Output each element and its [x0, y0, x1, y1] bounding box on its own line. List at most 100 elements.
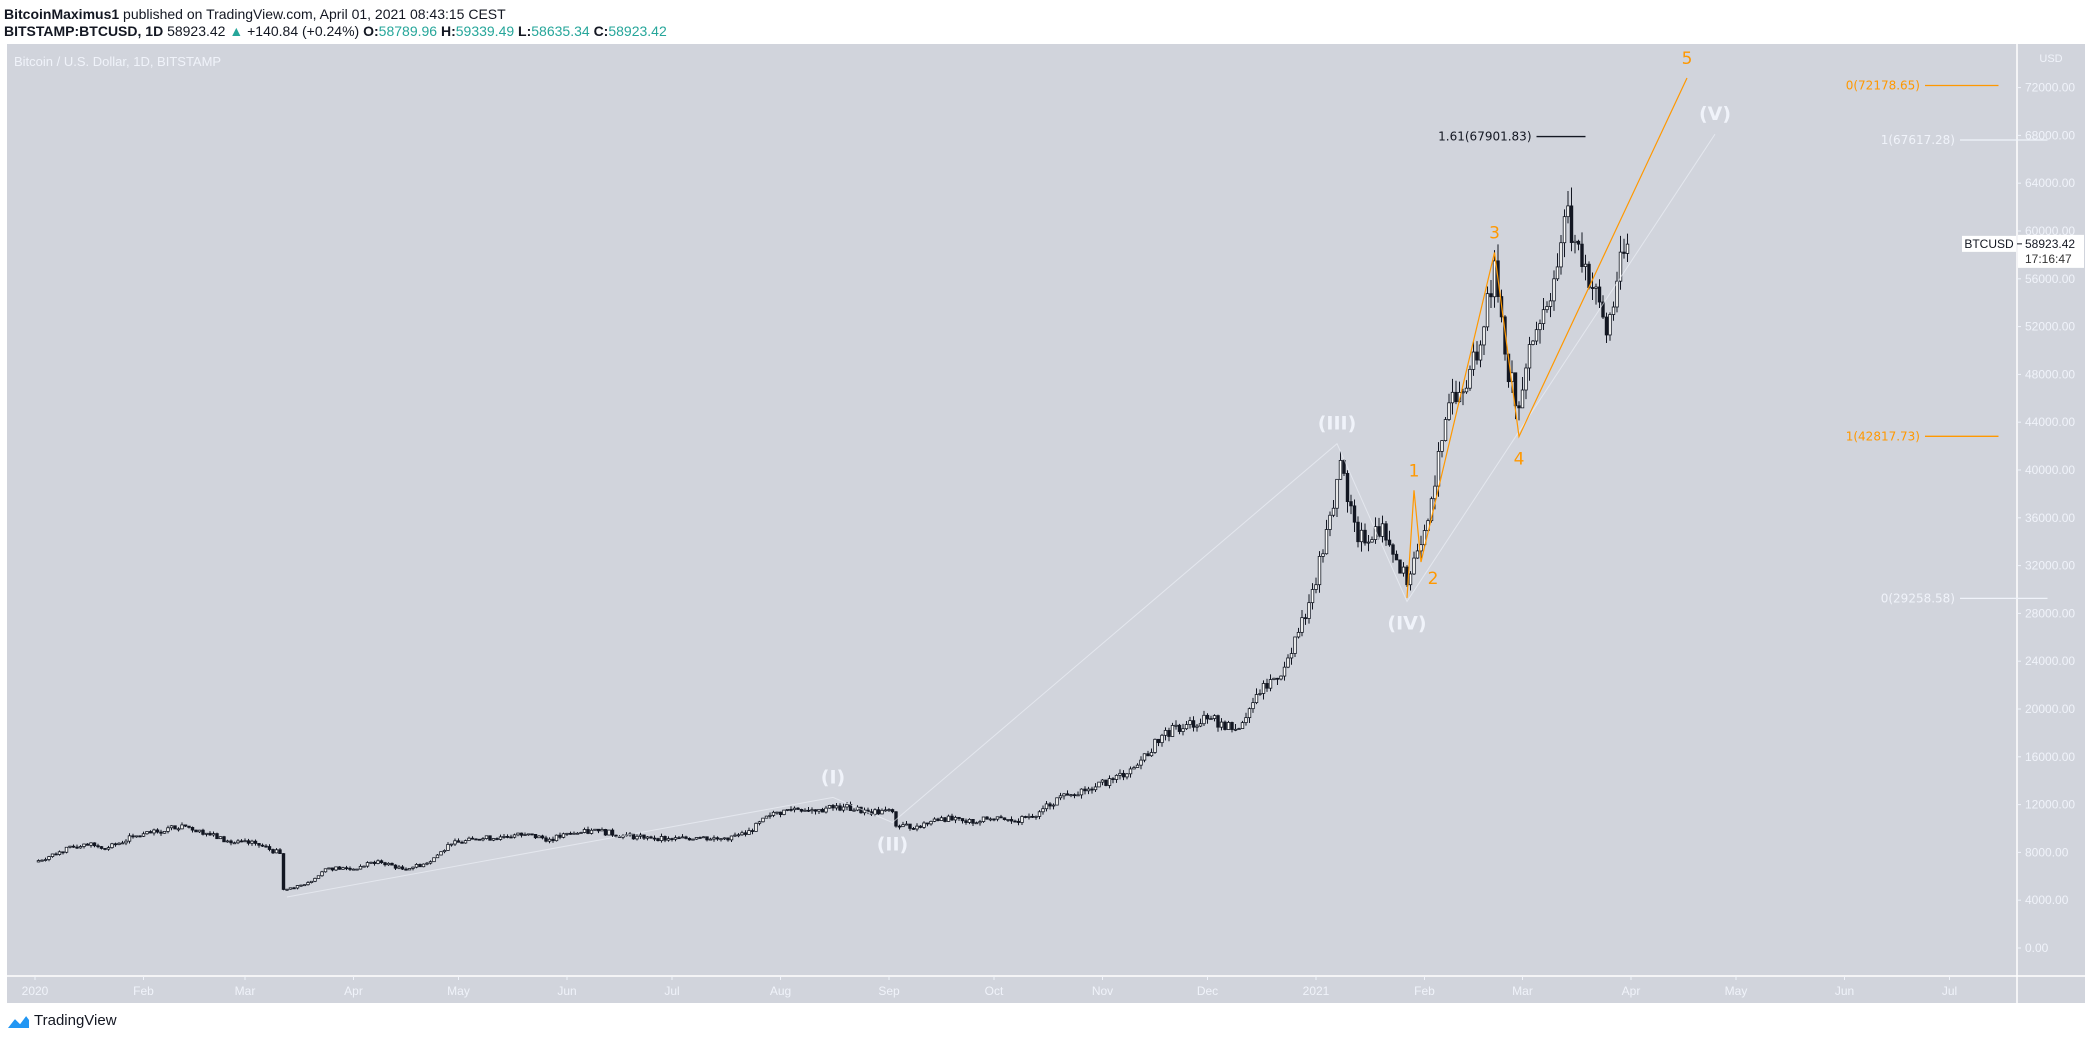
- candle-body: [656, 838, 660, 842]
- candle-body: [355, 868, 359, 871]
- candle-body: [1552, 278, 1556, 302]
- author-name[interactable]: BitcoinMaximus1: [4, 6, 120, 22]
- candle-body: [526, 833, 531, 836]
- y-tick-label: 64000.00: [2025, 176, 2075, 190]
- candle-body: [1384, 523, 1388, 541]
- candle-body: [1412, 557, 1416, 575]
- candle-body: [96, 845, 100, 848]
- candle-body: [988, 818, 993, 821]
- candle-body: [1440, 440, 1444, 452]
- minor_waves-line: [1406, 77, 1688, 598]
- candle-body: [999, 816, 1003, 819]
- candle-body: [54, 853, 58, 856]
- close-value: 58923.42: [608, 23, 667, 39]
- candle-body: [1359, 529, 1364, 543]
- candle-body: [1058, 795, 1063, 799]
- candle-body: [607, 829, 611, 836]
- candle-body: [964, 820, 968, 823]
- candle-body: [1489, 293, 1493, 298]
- tradingview-cloud-icon: [6, 1014, 29, 1028]
- candle-body: [1394, 553, 1399, 561]
- candle-body: [404, 868, 408, 871]
- candle-body: [152, 829, 156, 834]
- candle-body: [785, 809, 790, 811]
- x-tick-label: Jul: [1942, 984, 1957, 998]
- symbol-name: BITSTAMP:BTCUSD, 1D: [4, 23, 164, 39]
- candle-body: [1009, 819, 1014, 822]
- candle-body: [505, 836, 510, 838]
- candle-body: [1230, 722, 1234, 730]
- candle-body: [1170, 725, 1175, 737]
- y-tick-label: 60000.00: [2025, 224, 2075, 238]
- candle-body: [1328, 514, 1332, 530]
- candle-body: [1443, 419, 1448, 442]
- candle-body: [1111, 778, 1115, 781]
- candle-body: [271, 849, 275, 854]
- candle-body: [50, 853, 55, 857]
- y-tick-label: 72000.00: [2025, 81, 2075, 95]
- candle-body: [1601, 301, 1605, 318]
- candle-body: [1566, 205, 1570, 218]
- candle-body: [103, 848, 107, 850]
- wave-label: 2: [1428, 569, 1439, 589]
- y-tick-label: 48000.00: [2025, 367, 2075, 381]
- candle-body: [978, 821, 982, 824]
- candle-body: [530, 833, 534, 836]
- candle-body: [36, 860, 41, 863]
- tradingview-logo[interactable]: TradingView: [6, 1012, 117, 1029]
- candle-body: [502, 836, 506, 838]
- candle-body: [939, 817, 944, 821]
- candle-body: [292, 887, 296, 890]
- candle-body: [764, 815, 769, 819]
- candle-body: [1580, 243, 1584, 267]
- candle-body: [1545, 306, 1549, 311]
- bar-countdown-label: 17:16:47: [2025, 252, 2072, 266]
- candle-body: [1037, 811, 1042, 817]
- candle-body: [1275, 677, 1280, 680]
- candle-body: [551, 838, 555, 842]
- last-price-label: 58923.42: [2025, 237, 2075, 251]
- candle-body: [421, 863, 426, 868]
- candle-body: [1415, 550, 1420, 559]
- candle-body: [694, 837, 699, 840]
- candle-body: [1023, 816, 1028, 818]
- candle-body: [908, 823, 912, 829]
- candle-body: [92, 842, 97, 847]
- candle-body: [383, 862, 387, 866]
- candle-body: [1377, 526, 1381, 537]
- symbol-info: BITSTAMP:BTCUSD, 1D 58923.42 ▲ +140.84 (…: [4, 23, 667, 39]
- low-value: 58635.34: [531, 23, 590, 39]
- y-tick-label: 40000.00: [2025, 463, 2075, 477]
- candle-body: [432, 857, 436, 863]
- candle-body: [1380, 523, 1385, 537]
- candle-body: [211, 833, 216, 836]
- candle-body: [600, 829, 604, 832]
- candle-body: [1324, 529, 1329, 555]
- candle-body: [285, 888, 289, 891]
- candle-body: [208, 832, 212, 836]
- candle-body: [827, 805, 832, 809]
- candle-body: [957, 816, 961, 819]
- candle-body: [890, 809, 895, 813]
- candle-body: [470, 837, 475, 840]
- candle-body: [1597, 286, 1602, 303]
- candle-body: [922, 822, 926, 828]
- candle-body: [1391, 544, 1395, 555]
- wave-label: 1: [1409, 461, 1420, 481]
- x-tick-label: 2021: [1303, 984, 1330, 998]
- up-triangle-icon: ▲: [229, 23, 244, 39]
- candle-body: [138, 835, 142, 838]
- candle-body: [1226, 722, 1231, 730]
- candle-body: [1317, 556, 1322, 586]
- candle-body: [68, 845, 72, 848]
- candle-body: [568, 832, 573, 835]
- candle-body: [89, 842, 93, 846]
- candle-body: [726, 837, 730, 841]
- candle-body: [1212, 715, 1217, 719]
- candle-body: [71, 845, 76, 848]
- candle-body: [61, 851, 65, 854]
- candle-body: [670, 838, 674, 840]
- candle-body: [474, 838, 478, 841]
- candle-body: [771, 811, 776, 816]
